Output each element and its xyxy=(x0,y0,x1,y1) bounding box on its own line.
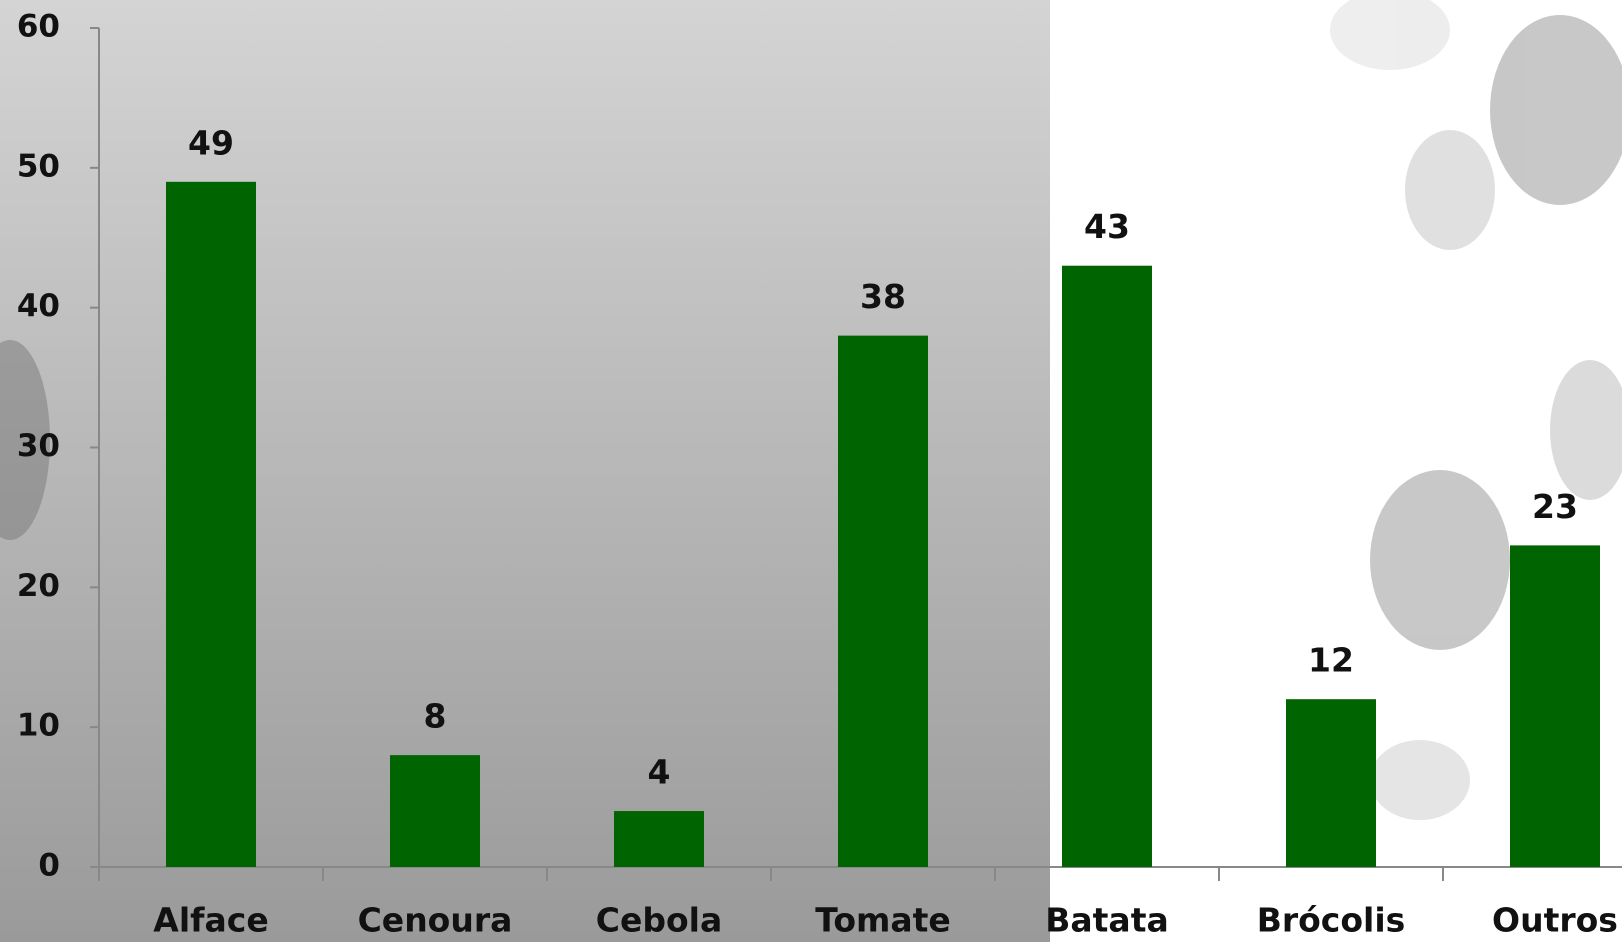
y-tick-label: 40 xyxy=(17,288,60,324)
x-tick-label: Cebola xyxy=(596,901,722,940)
y-tick-label: 10 xyxy=(17,708,60,744)
bar xyxy=(1062,265,1152,867)
bar xyxy=(838,335,928,868)
x-tick-label: Brócolis xyxy=(1257,901,1406,940)
bar xyxy=(1510,545,1600,867)
y-tick-label: 0 xyxy=(38,848,60,884)
y-tick-label: 30 xyxy=(17,428,60,464)
bar xyxy=(614,811,704,867)
x-tick-label: Cenoura xyxy=(358,901,513,940)
data-label: 4 xyxy=(648,753,671,792)
data-label: 12 xyxy=(1308,641,1354,680)
leaf-decoration xyxy=(1330,0,1622,820)
data-label: 49 xyxy=(188,123,234,162)
data-label: 43 xyxy=(1084,207,1130,246)
bar xyxy=(1286,699,1376,867)
x-tick-label: Batata xyxy=(1045,901,1169,940)
x-tick-label: Tomate xyxy=(815,901,951,940)
y-tick-label: 20 xyxy=(17,568,60,604)
data-label: 23 xyxy=(1532,487,1578,526)
bar xyxy=(166,181,256,868)
bar xyxy=(390,755,480,867)
y-tick-label: 50 xyxy=(17,148,60,184)
x-tick-label: Alface xyxy=(153,901,268,940)
y-tick-label: 60 xyxy=(17,9,60,45)
leaf-decoration xyxy=(0,340,50,540)
data-label: 8 xyxy=(424,697,447,736)
x-tick-label: Outros xyxy=(1492,901,1618,940)
data-label: 38 xyxy=(860,277,906,316)
